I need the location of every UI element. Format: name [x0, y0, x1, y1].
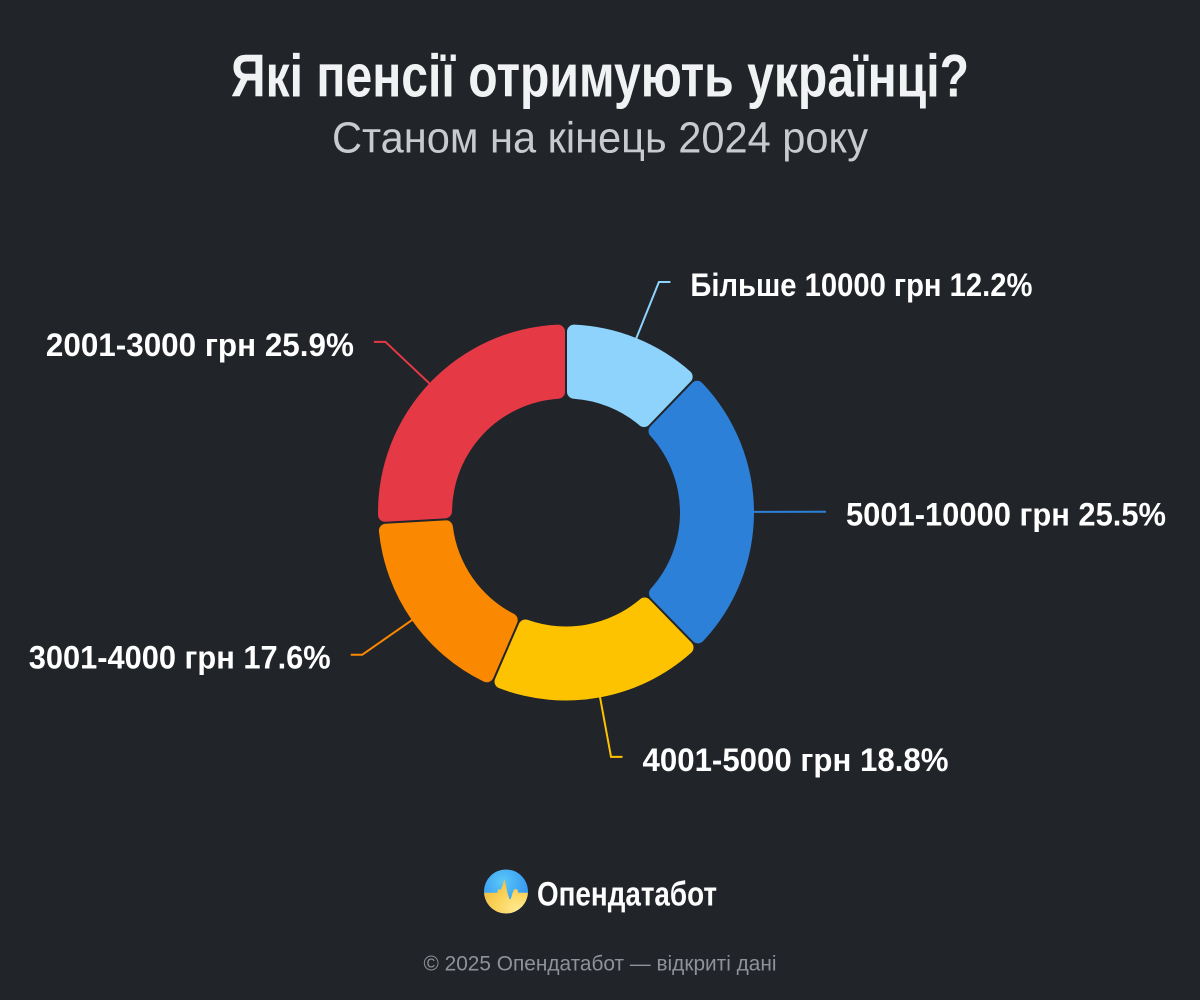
svg-text:© 2025 Опендатабот — відкриті: © 2025 Опендатабот — відкриті дані [424, 953, 777, 976]
svg-text:5001-10000 грн 25.5%: 5001-10000 грн 25.5% [846, 497, 1166, 533]
svg-text:Станом на кінець 2024 року: Станом на кінець 2024 року [332, 114, 868, 163]
svg-text:Опендатабот: Опендатабот [537, 876, 717, 914]
svg-text:3001-4000 грн 17.6%: 3001-4000 грн 17.6% [29, 640, 331, 676]
svg-text:4001-5000 грн 18.8%: 4001-5000 грн 18.8% [643, 742, 949, 778]
svg-text:2001-3000 грн 25.9%: 2001-3000 грн 25.9% [46, 327, 354, 363]
svg-text:Більше 10000 грн 12.2%: Більше 10000 грн 12.2% [690, 267, 1032, 303]
svg-text:Які пенсії отримують українці?: Які пенсії отримують українці? [231, 43, 969, 110]
